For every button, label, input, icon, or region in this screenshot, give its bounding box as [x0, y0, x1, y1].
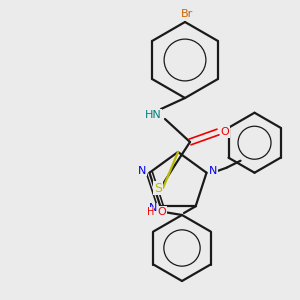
Text: O: O [158, 207, 166, 217]
Text: N: N [149, 203, 158, 213]
Text: N: N [209, 166, 218, 176]
Text: S: S [154, 182, 162, 194]
Text: HN: HN [145, 110, 161, 120]
Text: N: N [138, 166, 147, 176]
Text: Br: Br [181, 9, 193, 19]
Text: H: H [147, 207, 154, 217]
Text: O: O [220, 127, 230, 137]
